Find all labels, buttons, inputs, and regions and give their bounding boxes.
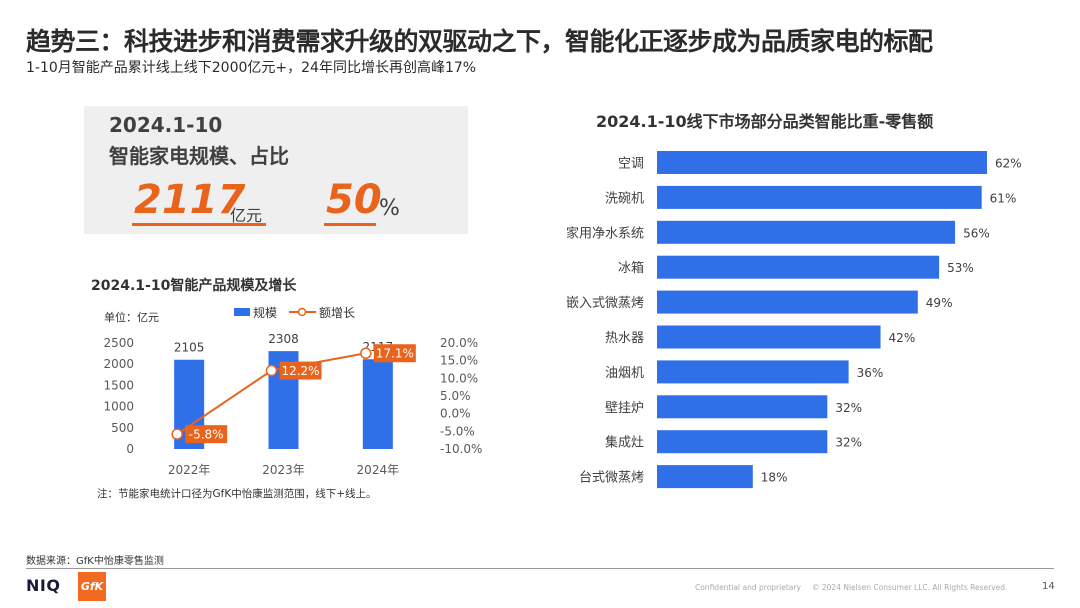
data-source: 数据来源：GfK中怡康零售监测 <box>26 556 164 567</box>
bar-value-label: 42% <box>889 331 916 345</box>
category-label: 冰箱 <box>618 260 644 276</box>
page-title: 趋势三：科技进步和消费需求升级的双驱动之下，智能化正逐步成为品质家电的标配 <box>26 27 933 56</box>
right-chart-title: 2024.1-10线下市场部分品类智能比重-零售额 <box>596 112 934 131</box>
x-axis-tick: 2024年 <box>357 463 400 477</box>
bar-share <box>657 255 940 279</box>
gfk-logo: GfK <box>78 572 106 601</box>
bar-share <box>657 220 956 244</box>
right-axis-tick: -10.0% <box>440 442 482 456</box>
kpi-share-unit: % <box>379 196 400 221</box>
right-axis-tick: 20.0% <box>440 336 478 350</box>
bar-value-label: 62% <box>995 157 1022 171</box>
bar-share <box>657 151 987 174</box>
unit-label: 单位：亿元 <box>104 310 159 324</box>
page-number: 14 <box>1042 581 1055 592</box>
category-label: 家用净水系统 <box>566 225 644 241</box>
left-axis-tick: 0 <box>126 442 134 456</box>
kpi-panel: 2024.1-10 智能家电规模、占比 2117 亿元 50 % <box>84 106 468 234</box>
x-axis-tick: 2023年 <box>262 463 305 477</box>
bar-share <box>657 465 753 489</box>
scale-growth-chart: 单位：亿元 规模 额增长 0 500 1000 1500 2000 2500 20.0% 15.0%… <box>103 305 482 477</box>
left-axis-tick: 2000 <box>103 357 134 371</box>
bar-share <box>657 290 918 314</box>
category-label: 壁挂炉 <box>605 401 644 416</box>
bar-value-label: 56% <box>963 226 990 240</box>
right-axis-tick: 15.0% <box>440 354 478 368</box>
confidential-note: Confidential and proprietary <box>695 583 801 592</box>
niq-logo: NIQ <box>26 576 61 595</box>
growth-label-box <box>279 361 322 380</box>
bar-value-label: 32% <box>835 436 862 450</box>
legend-label-line: 额增长 <box>319 306 355 320</box>
kpi-scale-unit: 亿元 <box>230 206 263 225</box>
kpi-share-value: 50 <box>326 177 382 223</box>
growth-marker <box>171 428 183 440</box>
bar-value-label: 49% <box>926 296 953 310</box>
left-axis-tick: 1500 <box>103 378 134 392</box>
kpi-scale-value: 2117 <box>134 177 246 223</box>
bar-data-label: 2105 <box>174 341 205 355</box>
growth-data-label: 17.1% <box>376 347 414 361</box>
bar-share <box>657 325 881 349</box>
copyright-note: © 2024 Nielsen Consumer LLC. All Rights … <box>812 583 1008 592</box>
growth-label-box <box>373 344 416 363</box>
kpi-share-underline <box>324 223 376 226</box>
bar-value-label: 32% <box>835 401 862 415</box>
legend-marker-line <box>297 307 307 317</box>
category-label: 集成灶 <box>605 435 644 451</box>
kpi-heading: 智能家电规模、占比 <box>109 144 289 168</box>
growth-data-label: 12.2% <box>281 364 319 378</box>
bar-share <box>657 185 982 209</box>
right-axis-tick: 10.0% <box>440 371 478 385</box>
category-label: 台式微蒸烤 <box>579 471 644 486</box>
bar-value-label: 18% <box>761 471 788 485</box>
bar-share <box>657 430 828 454</box>
footer-divider <box>26 568 1054 569</box>
category-label: 空调 <box>618 157 644 172</box>
left-axis-tick: 500 <box>111 421 134 435</box>
category-label: 嵌入式微蒸烤 <box>566 296 644 311</box>
bar-share <box>657 360 849 384</box>
category-share-chart: 空调 62% 洗碗机 61% 家用净水系统 56% 冰箱 53% 嵌入式微蒸烤 49% 热水器 42%… <box>566 151 1022 489</box>
legend-label-bars: 规模 <box>253 305 277 320</box>
bar-value-label: 61% <box>990 191 1017 205</box>
bar-share <box>657 395 828 419</box>
growth-marker <box>265 364 278 377</box>
right-axis-tick: 0.0% <box>440 407 471 421</box>
left-chart-title: 2024.1-10智能产品规模及增长 <box>91 278 297 294</box>
footnote: 注：节能家电统计口径为GfK中怡康监测范围，线下+线上。 <box>97 488 377 500</box>
growth-data-label: -5.8% <box>189 428 224 442</box>
bar-value-label: 53% <box>947 261 974 275</box>
legend-swatch-bars <box>234 308 250 316</box>
category-label: 油烟机 <box>605 366 644 381</box>
category-label: 洗碗机 <box>605 190 644 206</box>
page-subtitle: 1-10月智能产品累计线上线下2000亿元+，24年同比增长再创高峰17% <box>26 60 477 76</box>
bar-scale <box>362 359 393 449</box>
right-axis-tick: -5.0% <box>440 424 475 438</box>
bar-data-label: 2308 <box>268 332 299 346</box>
kpi-period: 2024.1-10 <box>109 113 223 137</box>
left-axis-tick: 1000 <box>103 400 134 414</box>
growth-label-box <box>185 425 228 444</box>
right-axis-tick: 5.0% <box>440 389 471 403</box>
x-axis-tick: 2022年 <box>168 463 211 477</box>
category-label: 热水器 <box>605 331 644 346</box>
left-axis-tick: 2500 <box>103 336 134 350</box>
kpi-scale-underline <box>132 223 266 226</box>
growth-marker <box>360 347 372 359</box>
bar-value-label: 36% <box>857 366 884 380</box>
